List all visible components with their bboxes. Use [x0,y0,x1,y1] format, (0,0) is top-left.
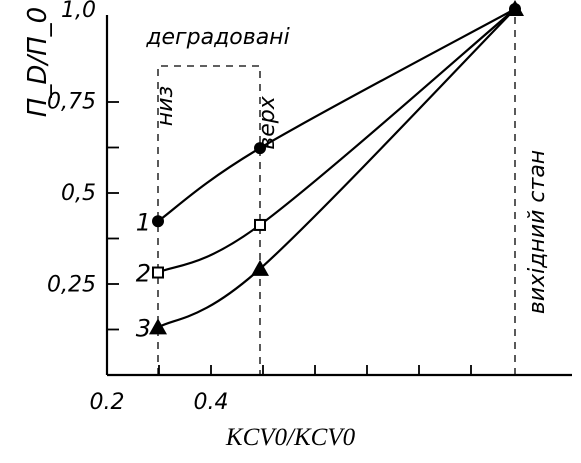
series-labels: 1 2 3 [136,208,151,342]
markers [149,0,524,335]
series-label-1: 1 [136,208,151,236]
y-tick-label: 0,75 [47,90,96,115]
point-series-2 [254,218,266,231]
point-series-3 [251,259,269,276]
point-series-1 [152,215,164,228]
point-series-1 [254,142,266,155]
x-tick-label: 0.4 [194,390,229,415]
y-tick-label: 0,5 [61,181,96,206]
series-label-3: 3 [136,314,151,342]
series-line-2 [157,8,516,274]
x-tick-label: 0.2 [90,390,125,415]
y-axis-label: П_D/П_0 [23,7,53,117]
annotation-initial: вихідний стан [525,150,550,314]
annotation-degraded: деградовані [145,25,289,50]
annotation-top: верх [255,95,280,149]
annotation-bottom: низ [153,86,178,126]
y-tick-label: 1,0 [61,0,96,23]
x-axis-label: KCV0/KCV0 [225,424,356,451]
point-series-3 [506,0,524,16]
chart: П_D/П_0 деградовані низ верх вихідний ст… [23,0,572,415]
point-series-2 [152,266,164,279]
series-line-1 [157,8,516,223]
curves [157,8,516,329]
series-line-3 [157,8,516,329]
point-series-3 [149,318,167,335]
ticks: 0,25 0,5 0,75 1,0 0.2 0.4 [47,0,472,415]
y-tick-label: 0,25 [47,273,96,298]
series-label-2: 2 [136,260,151,288]
